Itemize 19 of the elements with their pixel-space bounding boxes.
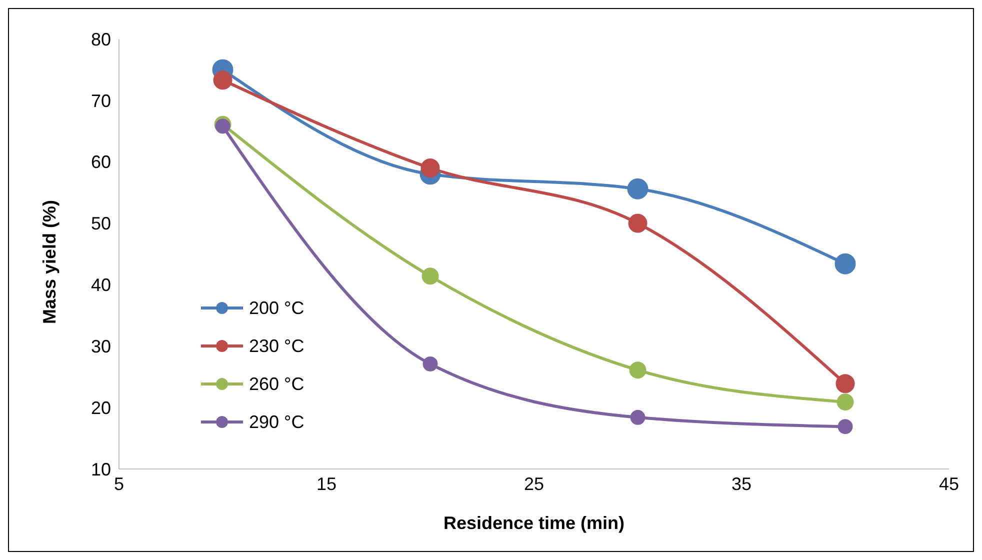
y-tick-label: 20: [90, 398, 111, 418]
legend-label: 230 °C: [249, 336, 304, 356]
x-tick-label: 25: [524, 474, 544, 494]
x-axis-title: Residence time (min): [443, 513, 625, 533]
legend-label: 200 °C: [249, 298, 304, 318]
x-tick-label: 15: [316, 474, 337, 494]
y-tick-label: 60: [90, 152, 111, 172]
y-tick-label: 50: [90, 214, 111, 234]
y-tick-label: 80: [90, 29, 111, 50]
x-tick-label: 45: [938, 474, 960, 494]
legend-label: 290 °C: [249, 412, 304, 432]
y-tick-label: 70: [90, 90, 111, 111]
y-axis-title: Mass yield (%): [39, 200, 60, 324]
y-tick-label: 10: [90, 459, 111, 480]
x-tick-label: 35: [731, 474, 752, 494]
legend-label: 260 °C: [249, 374, 304, 394]
x-tick-label: 5: [114, 474, 124, 494]
y-tick-label: 40: [90, 275, 111, 296]
y-tick-label: 30: [90, 336, 111, 357]
